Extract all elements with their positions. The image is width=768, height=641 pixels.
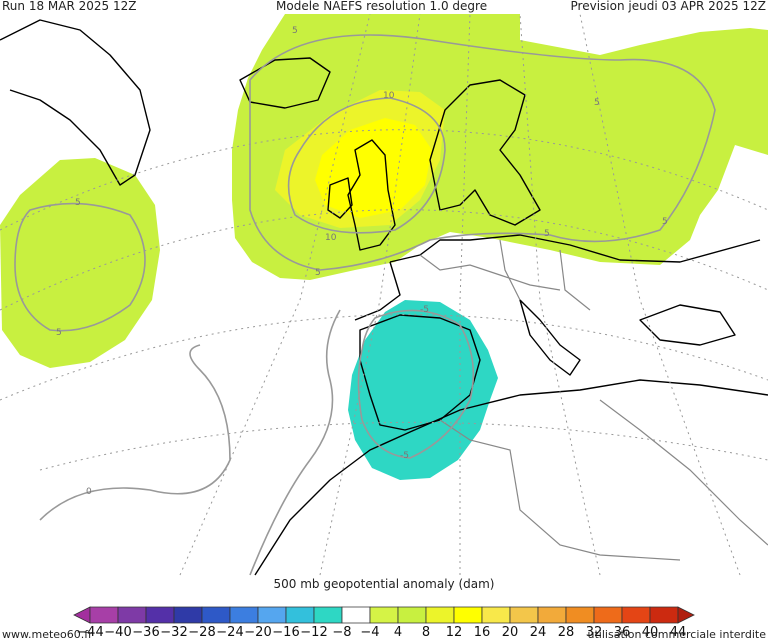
scale-tick-label: −4: [360, 625, 380, 640]
coast-greenland: [0, 19, 151, 186]
scale-bin: [481, 606, 511, 624]
scale-bin: [145, 606, 175, 624]
scale-tick-label: −40: [104, 625, 132, 640]
scale-tick-label: 36: [613, 625, 631, 640]
border-line: [499, 239, 591, 311]
scale-bin: [565, 606, 595, 624]
scale-tick-label: −32: [160, 625, 188, 640]
anomaly-map: 5 10 10 5 5 5 5 5 5 -5 -5 0: [0, 14, 768, 576]
contour-label-group: 5 10 10 5 5 5 5 5 5 -5 -5 0: [56, 26, 668, 497]
border-line: [599, 399, 768, 546]
scale-tick-label: 32: [585, 625, 603, 640]
scale-bin: [313, 606, 343, 624]
contour-label-russia: 5: [594, 98, 600, 108]
scale-bin: [285, 606, 315, 624]
positive-anomaly-fill-atlantic: [0, 158, 160, 368]
site-credit: www.meteo60.fr: [2, 628, 93, 641]
contour-label-ukraine: 5: [662, 217, 668, 227]
color-scale-bar: [73, 606, 695, 624]
contour-label-biscay: -5: [420, 305, 429, 315]
contour-label-british-isles: 5: [315, 268, 321, 278]
contour-plus10: [287, 97, 446, 234]
coastlines: [0, 19, 768, 576]
coast-iceland: [239, 57, 331, 109]
contour-plus5-north: [249, 34, 716, 271]
contour-label-north-sea-lower: 10: [325, 233, 337, 243]
scale-tick-label: −44: [76, 625, 104, 640]
contour-label-morocco: -5: [400, 451, 409, 461]
lat-lon-grid: [0, 14, 768, 576]
usage-notice: utilisation commerciale interdite: [587, 628, 766, 641]
scale-bin: [341, 606, 371, 624]
contour-label-central-europe: 5: [544, 229, 550, 239]
coast-scandinavia: [429, 79, 541, 226]
scale-tick-label: 8: [421, 625, 431, 640]
contour-label-greenland: 5: [292, 26, 298, 36]
scale-tick-label: 16: [473, 625, 491, 640]
positive-anomaly-area: [0, 14, 768, 368]
border-line: [439, 419, 681, 561]
contour-label-atlantic-lower: 5: [56, 328, 62, 338]
map-subtitle: 500 mb geopotential anomaly (dam): [273, 577, 495, 591]
scale-bin: [117, 606, 147, 624]
scale-bin: [173, 606, 203, 624]
contour-label-canaries: 0: [86, 487, 92, 497]
scale-bin: [621, 606, 651, 624]
scale-tick-label: 28: [557, 625, 575, 640]
scale-bin: [649, 606, 679, 624]
scale-bin: [537, 606, 567, 624]
scale-bin: [229, 606, 259, 624]
model-label: Modele NAEFS resolution 1.0 degre: [276, 0, 488, 13]
contour-zero: [39, 309, 341, 576]
negative-anomaly-area: [348, 300, 498, 480]
scale-tick-label: 44: [669, 625, 687, 640]
contour-label-north-sea-upper: 10: [383, 91, 395, 101]
anomaly-contours: [14, 34, 716, 576]
borders: [419, 239, 768, 561]
scale-tick-label: 4: [393, 625, 403, 640]
forecast-date-label: Prevision jeudi 03 APR 2025 12Z: [570, 0, 766, 13]
contour-label-atlantic-upper: 5: [75, 198, 81, 208]
scale-bin: [509, 606, 539, 624]
scale-bin: [89, 606, 119, 624]
border-line: [419, 254, 561, 291]
scale-tick-label: −24: [216, 625, 244, 640]
scale-tick-label: 24: [529, 625, 547, 640]
scale-tick-label: 40: [641, 625, 659, 640]
scale-bin: [397, 606, 427, 624]
grid-meridian: [179, 14, 371, 576]
coast-ireland: [327, 177, 353, 219]
coast-africa: [254, 379, 768, 576]
scale-tick-label: −28: [188, 625, 216, 640]
scale-tick-label: 12: [445, 625, 463, 640]
grid-meridian: [459, 14, 471, 575]
scale-bin: [369, 606, 399, 624]
scale-tick-label: −20: [244, 625, 272, 640]
scale-tick-label: −36: [132, 625, 160, 640]
scale-bin: [201, 606, 231, 624]
scale-tick-label: 20: [501, 625, 519, 640]
contour-plus5-atlantic: [14, 202, 146, 332]
scale-bin: [425, 606, 455, 624]
run-date-label: Run 18 MAR 2025 12Z: [2, 0, 137, 13]
scale-tick-label: −8: [332, 625, 352, 640]
coast-black-sea: [639, 304, 736, 346]
scale-tick-label: −12: [300, 625, 328, 640]
scale-bin: [257, 606, 287, 624]
scale-tick-label: −16: [272, 625, 300, 640]
contour-minus5: [357, 309, 475, 459]
coast-italy: [519, 299, 581, 376]
scale-arrow-high: [677, 606, 695, 624]
scale-bin: [453, 606, 483, 624]
positive-anomaly-core: [315, 118, 432, 218]
coast-uk: [347, 139, 396, 251]
scale-bin: [593, 606, 623, 624]
scale-arrow-low: [73, 606, 91, 624]
coast-iberia: [359, 314, 481, 431]
grid-meridian: [579, 14, 741, 576]
